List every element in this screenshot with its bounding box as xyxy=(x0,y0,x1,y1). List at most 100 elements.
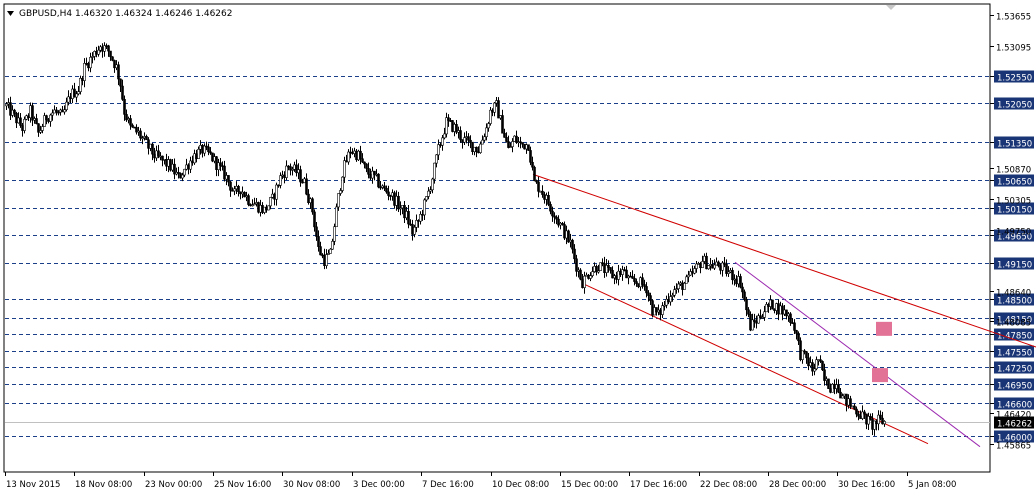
bull-candle xyxy=(71,88,74,99)
bear-candle xyxy=(725,263,728,274)
bear-candle xyxy=(529,150,532,163)
bull-candle xyxy=(183,168,186,176)
bear-candle xyxy=(553,215,556,218)
bear-candle xyxy=(289,166,292,171)
bear-candle xyxy=(827,378,830,389)
trendline[interactable] xyxy=(734,261,981,448)
price-marker-rectangle[interactable] xyxy=(872,368,888,383)
bull-candle xyxy=(415,220,418,228)
bear-candle xyxy=(789,313,792,323)
bear-candle xyxy=(57,111,60,114)
bear-candle xyxy=(227,175,230,183)
price-axis-label: 1.49750 xyxy=(996,228,1031,238)
bull-candle xyxy=(485,127,488,138)
bear-candle xyxy=(119,78,122,87)
bull-candle xyxy=(181,174,184,179)
bear-candle xyxy=(125,114,128,121)
level-price-tag-label: 1.46950 xyxy=(997,382,1032,392)
bear-candle xyxy=(299,169,302,183)
bear-candle xyxy=(107,45,110,52)
bull-candle xyxy=(291,169,294,171)
bull-candle xyxy=(185,164,188,170)
bull-candle xyxy=(89,56,92,69)
bear-candle xyxy=(469,139,472,143)
bear-candle xyxy=(81,78,84,81)
time-axis-label: 13 Nov 2015 xyxy=(6,480,60,490)
bull-candle xyxy=(279,175,282,186)
bear-candle xyxy=(741,286,744,293)
bear-candle xyxy=(407,211,410,225)
bear-candle xyxy=(475,146,478,153)
bull-candle xyxy=(597,270,600,273)
bull-candle xyxy=(341,176,344,191)
bear-candle xyxy=(497,100,500,119)
bear-candle xyxy=(537,181,540,192)
time-axis-label: 25 Nov 16:00 xyxy=(214,480,271,490)
bull-candle xyxy=(669,296,672,303)
level-price-tag-label: 1.52550 xyxy=(997,74,1032,84)
bear-candle xyxy=(467,136,470,141)
bull-candle xyxy=(479,143,482,153)
bear-candle xyxy=(247,195,250,205)
bear-candle xyxy=(625,269,628,279)
grid-layer xyxy=(5,76,990,437)
bull-candle xyxy=(193,153,196,164)
time-axis-label: 22 Dec 08:00 xyxy=(700,480,757,490)
level-price-tag-label: 1.48150 xyxy=(997,316,1032,326)
bear-candle xyxy=(377,173,380,188)
bear-candle xyxy=(359,150,362,160)
price-marker-rectangle[interactable] xyxy=(876,321,892,336)
bull-candle xyxy=(481,139,484,145)
bear-candle xyxy=(739,276,742,288)
bear-candle xyxy=(745,299,748,311)
chart-shift-marker-icon[interactable] xyxy=(886,5,896,10)
bull-candle xyxy=(327,253,330,255)
bear-candle xyxy=(507,141,510,148)
price-axis-label: 1.45865 xyxy=(996,442,1031,452)
bear-candle xyxy=(195,153,198,159)
price-axis-label: 1.46420 xyxy=(996,411,1031,421)
bear-candle xyxy=(249,204,252,207)
bull-candle xyxy=(693,268,696,274)
bear-candle xyxy=(179,173,182,179)
bear-candle xyxy=(731,270,734,281)
level-price-tag xyxy=(994,202,1034,215)
bull-candle xyxy=(801,350,804,360)
bear-candle xyxy=(85,63,88,65)
bull-candle xyxy=(589,275,592,279)
bull-candle xyxy=(253,203,256,206)
level-price-tag xyxy=(994,397,1034,410)
bull-candle xyxy=(251,204,254,207)
bull-candle xyxy=(127,118,130,121)
bear-candle xyxy=(209,151,212,154)
time-axis-label: 30 Nov 08:00 xyxy=(283,480,340,490)
bear-candle xyxy=(571,239,574,250)
marker-layer[interactable] xyxy=(872,321,892,383)
level-price-tag-label: 1.47250 xyxy=(997,365,1032,375)
bear-candle xyxy=(611,270,614,279)
bear-candle xyxy=(315,226,318,237)
time-axis-label: 18 Nov 08:00 xyxy=(75,480,132,490)
candle-layer xyxy=(5,42,886,436)
price-tag-layer: 1.52550 1.52050 1.51350 1.50650 1.50150 1.496… xyxy=(990,70,1034,444)
bear-candle xyxy=(595,266,598,273)
bear-candle xyxy=(37,123,40,133)
bear-candle xyxy=(73,88,76,98)
bear-candle xyxy=(207,146,210,153)
bear-candle xyxy=(723,262,726,265)
bear-candle xyxy=(123,99,126,115)
trendline[interactable] xyxy=(532,173,1036,348)
bull-candle xyxy=(43,115,46,127)
bull-candle xyxy=(813,368,816,372)
bull-candle xyxy=(683,283,686,290)
bull-candle xyxy=(429,189,432,192)
bear-candle xyxy=(201,145,204,154)
bear-candle xyxy=(177,171,180,174)
bear-candle xyxy=(633,277,636,282)
bear-candle xyxy=(549,204,552,212)
bear-candle xyxy=(365,163,368,169)
bear-candle xyxy=(373,170,376,175)
chart-menu-arrow-icon[interactable] xyxy=(7,11,14,16)
bear-candle xyxy=(503,132,506,138)
